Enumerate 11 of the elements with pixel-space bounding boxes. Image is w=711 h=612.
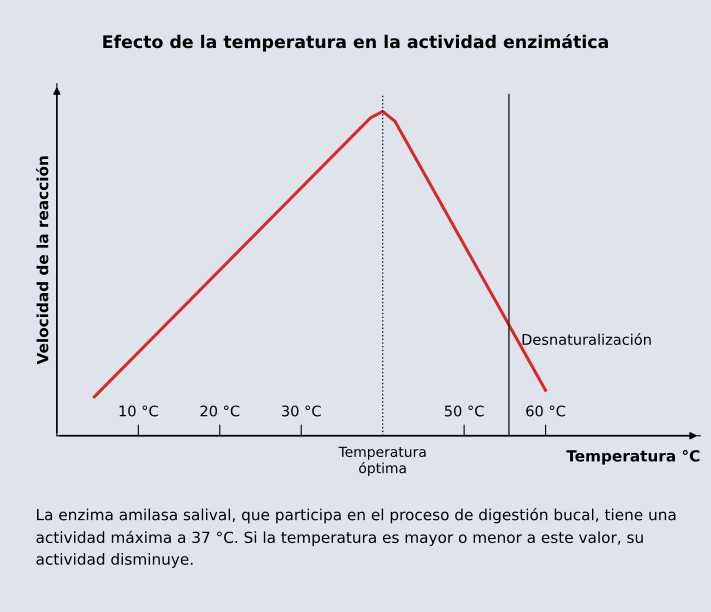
ref-line-label: Temperatura óptima [338,446,426,476]
x-tick-label: 60 °C [526,405,566,416]
text: La enzima amilasa salival, que participa en el proceso de digestión bucal, tiene una actividad máxima a 37 °C. Si la temperatura es mayor o menor a este valor, su actividad disminuye. [36,508,676,568]
x-tick-label: 30 °C [282,405,321,416]
x-tick-label: 10 °C [120,405,158,416]
x-tick-label: 20 °C [200,405,240,416]
x-axis-title: Temperatura °C [566,450,700,465]
y-axis-title: Velocidad de la reacción [36,156,48,364]
chart-title: Efecto de la temperatura en la actividad enzimática [103,34,608,52]
x-tick-label: 50 °C [444,405,484,416]
ref-line-label: Desnaturalización [522,333,651,345]
